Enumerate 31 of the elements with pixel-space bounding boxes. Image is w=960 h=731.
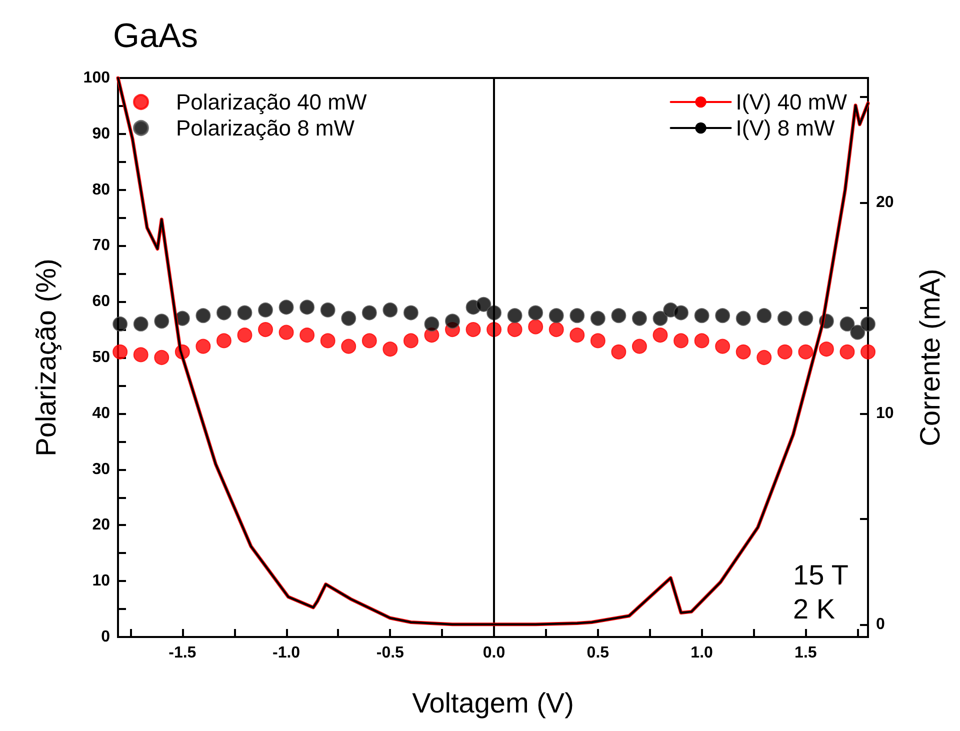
- y-tick-label: 20: [92, 516, 110, 534]
- annotation: 2 K: [793, 594, 836, 624]
- x-tick-label: -1.0: [272, 644, 300, 662]
- legend-label: Polarização 40 mW: [176, 90, 367, 114]
- chart-title: GaAs: [113, 17, 198, 55]
- y-tick-label: 50: [92, 349, 110, 366]
- y-tick-label: 0: [101, 628, 110, 646]
- y-tick-label: 100: [83, 70, 110, 86]
- legend-label: Polarização 8 mW: [176, 116, 355, 140]
- y2-tick-label: 0: [876, 616, 885, 633]
- x-tick-label: -0.5: [376, 644, 404, 662]
- y-tick-label: 70: [92, 237, 110, 254]
- y-tick-label: 60: [92, 293, 110, 310]
- x-tick-label: 0.0: [482, 644, 506, 662]
- y-tick-label: 30: [92, 460, 110, 478]
- x-axis-title: Voltagem (V): [412, 688, 574, 718]
- y-tick-label: 10: [92, 572, 110, 590]
- annotation: 15 T: [793, 560, 849, 590]
- x-tick-label: 0.5: [586, 644, 610, 662]
- legend-label: I(V) 40 mW: [736, 90, 848, 114]
- y-tick-label: 80: [92, 181, 110, 198]
- x-tick-label: 1.5: [794, 644, 817, 662]
- legend-label: I(V) 8 mW: [736, 116, 835, 140]
- y-tick-label: 90: [92, 125, 110, 142]
- y-axis-title: Polarização (%): [30, 258, 62, 456]
- y2-axis-title: Corrente (mA): [914, 268, 946, 446]
- y-tick-label: 40: [92, 404, 110, 422]
- y2-tick-label: 20: [876, 194, 894, 211]
- x-tick-label: -1.5: [168, 644, 196, 662]
- x-tick-label: 1.0: [690, 644, 714, 662]
- y2-tick-label: 10: [876, 404, 894, 422]
